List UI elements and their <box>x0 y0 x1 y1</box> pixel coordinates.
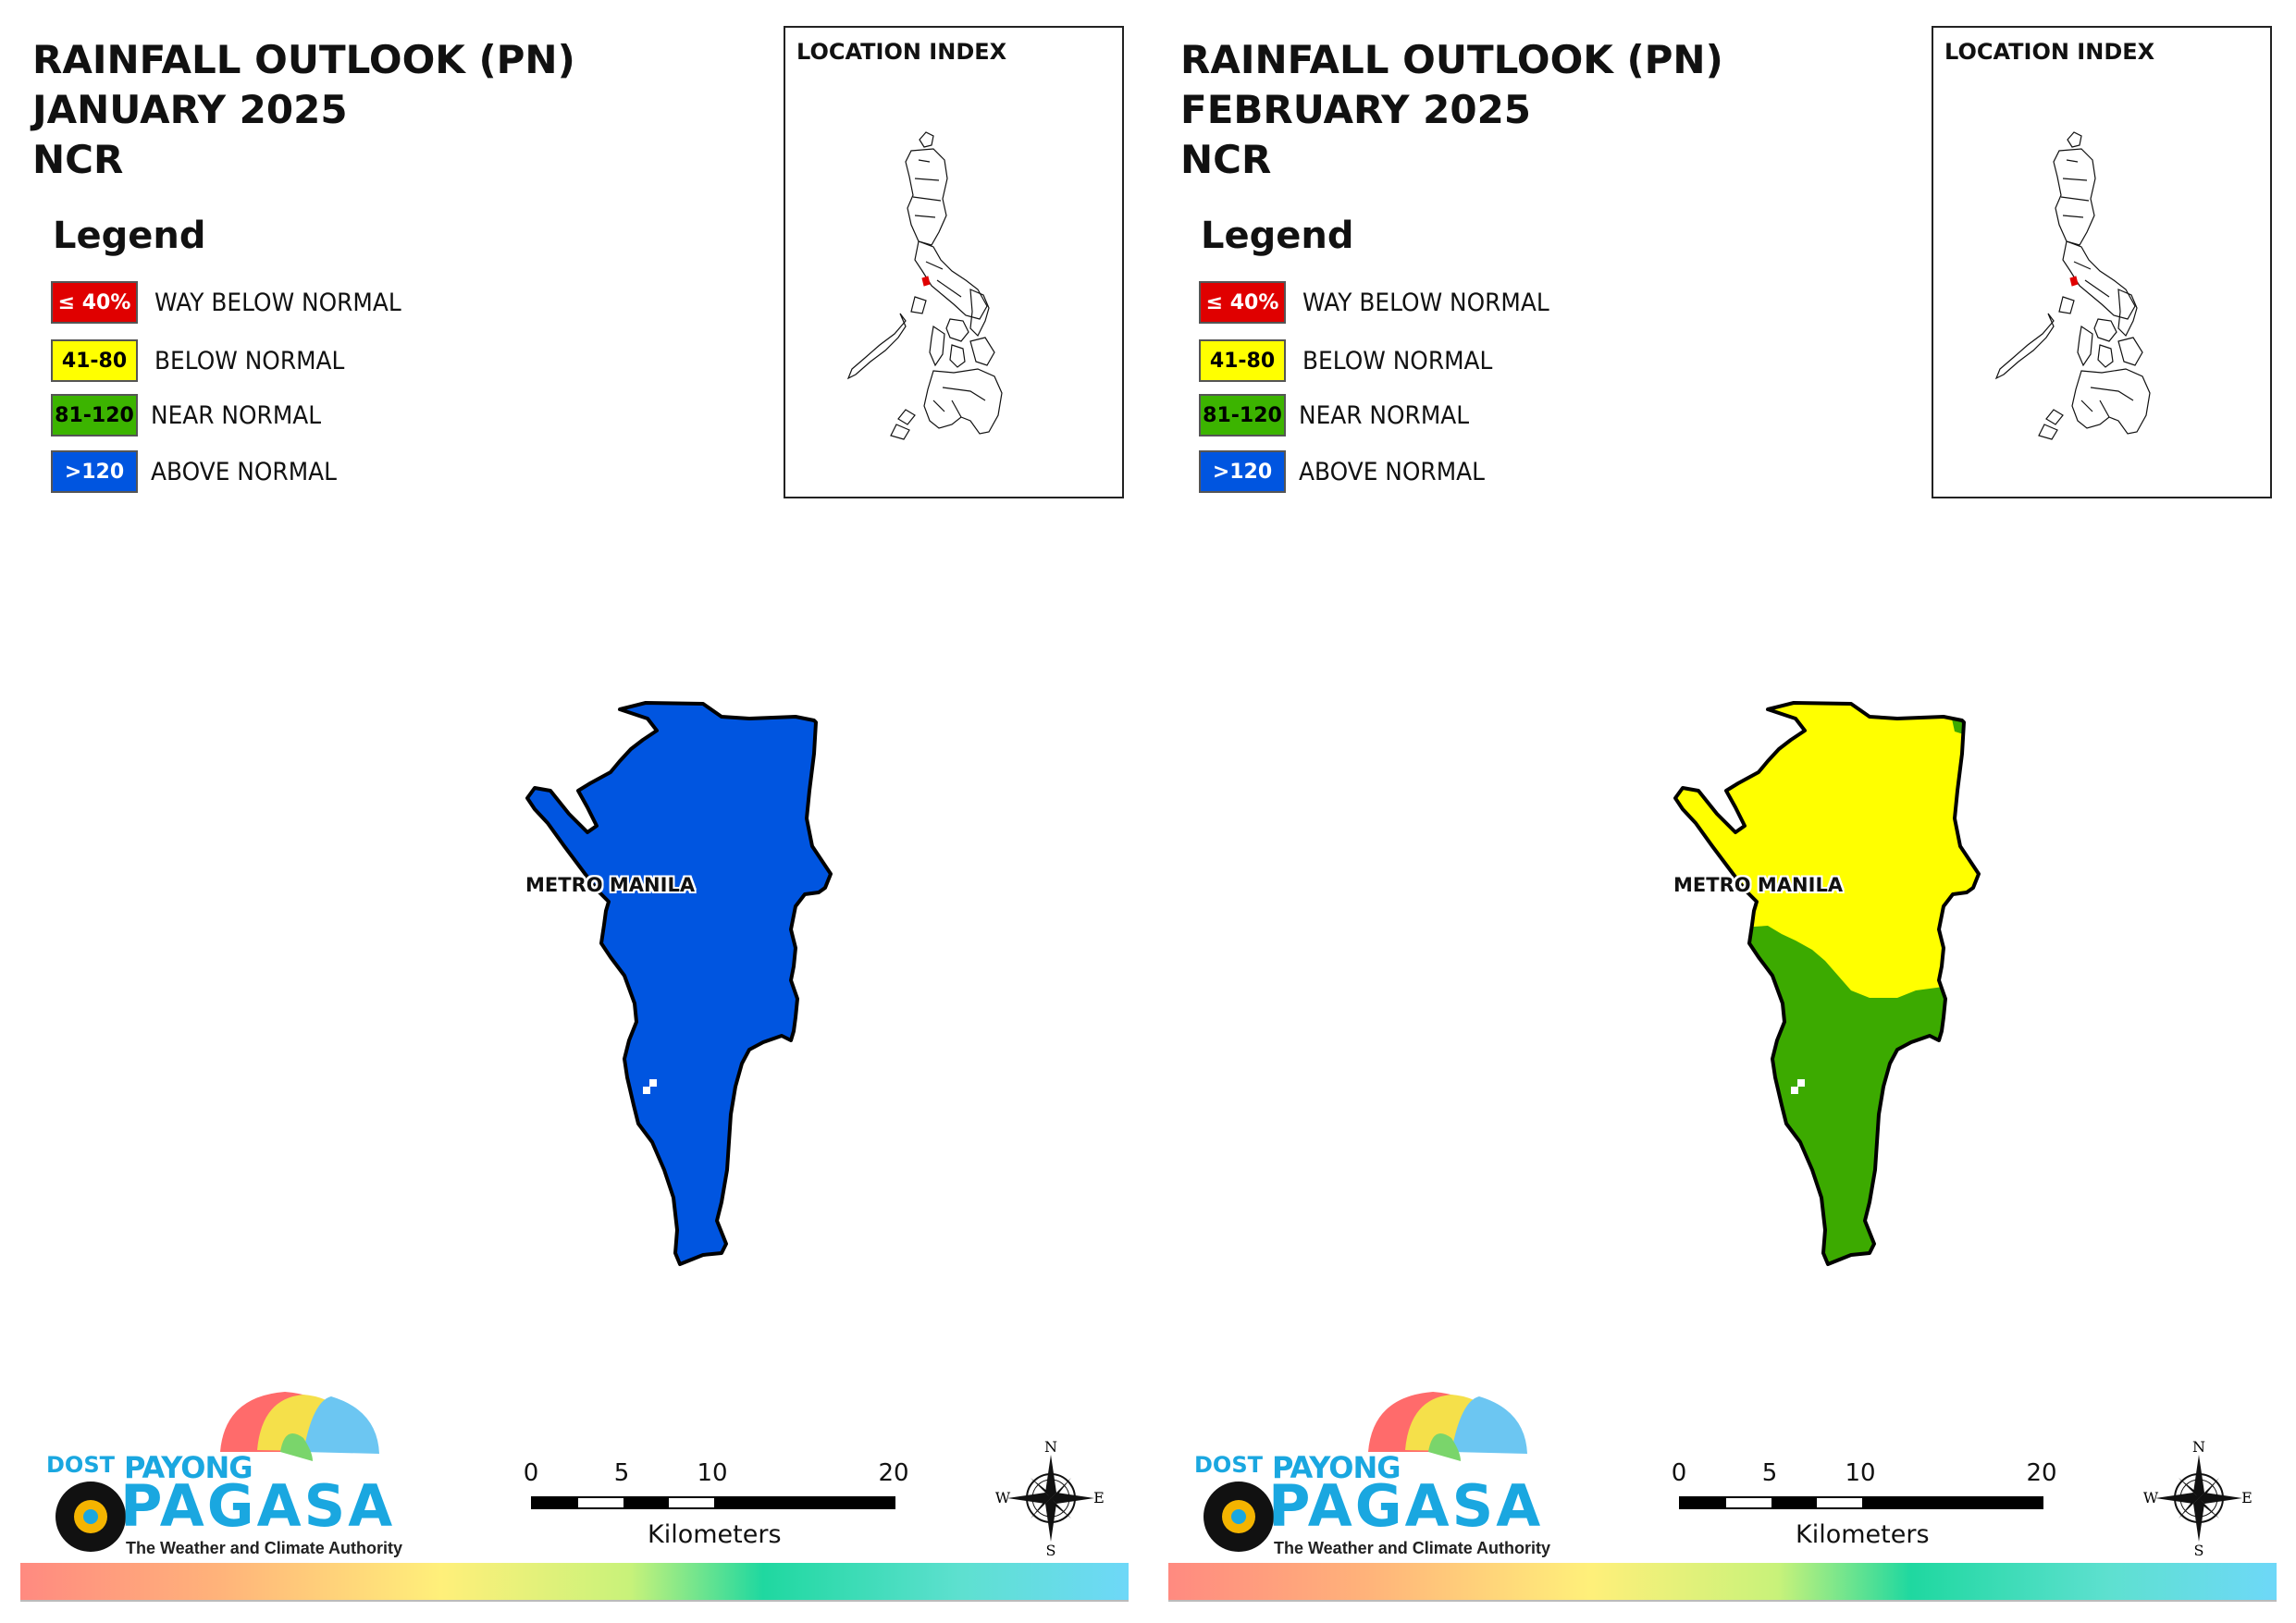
title-line-2: JANUARY 2025 <box>32 87 348 132</box>
panel-title: RAINFALL OUTLOOK (PN) JANUARY 2025 NCR <box>32 35 575 185</box>
location-index-box: LOCATION INDEX <box>1932 26 2272 498</box>
pagasa-text: PAGASA <box>1268 1472 1544 1540</box>
footer-line <box>1168 1600 2277 1602</box>
scale-bar-graphic <box>1679 1496 2043 1509</box>
legend-label: WAY BELOW NORMAL <box>154 289 401 317</box>
dost-text: DOST <box>1194 1452 1263 1478</box>
title-line-1: RAINFALL OUTLOOK (PN) <box>1180 37 1723 82</box>
pagasa-logo: DOST PAYONG PAGASA The Weather and Clima… <box>1183 1387 1550 1563</box>
location-index-title: LOCATION INDEX <box>1944 39 2155 65</box>
compass-s: S <box>1046 1542 1056 1558</box>
legend-swatch: >120 <box>1199 450 1286 493</box>
title-line-3: NCR <box>1180 137 1272 182</box>
data-gap <box>649 1079 657 1087</box>
outlook-panel-january: RAINFALL OUTLOOK (PN) JANUARY 2025 NCR L… <box>20 26 1129 1602</box>
scale-bar: 0 5 10 20 Kilometers <box>523 1459 916 1561</box>
compass-n: N <box>2192 1438 2205 1456</box>
scale-tick-0: 0 <box>523 1459 539 1487</box>
scale-tick-10: 10 <box>697 1459 728 1487</box>
legend-swatch: 41-80 <box>51 339 138 382</box>
scale-tick-10: 10 <box>1845 1459 1876 1487</box>
scale-bar-graphic <box>531 1496 895 1509</box>
title-line-3: NCR <box>32 137 124 182</box>
legend-swatch: 81-120 <box>1199 394 1286 436</box>
compass-rose-icon: N E S W <box>2143 1438 2253 1558</box>
umbrella-icon <box>56 1392 379 1552</box>
payong-text: PAYONG <box>1272 1450 1401 1485</box>
title-line-1: RAINFALL OUTLOOK (PN) <box>32 37 575 82</box>
legend-label: ABOVE NORMAL <box>1299 458 1485 486</box>
compass-s: S <box>2194 1542 2204 1558</box>
umbrella-icon <box>1204 1392 1527 1552</box>
legend-label: NEAR NORMAL <box>151 401 322 430</box>
scale-tick-5: 5 <box>1761 1459 1778 1487</box>
data-gap <box>1797 1079 1805 1087</box>
legend-label: BELOW NORMAL <box>154 347 345 375</box>
footer-gradient-bar <box>20 1563 1129 1600</box>
legend-label: BELOW NORMAL <box>1302 347 1493 375</box>
legend-label: ABOVE NORMAL <box>151 458 337 486</box>
panel-title: RAINFALL OUTLOOK (PN) FEBRUARY 2025 NCR <box>1180 35 1723 185</box>
legend-swatch: 41-80 <box>1199 339 1286 382</box>
scale-tick-5: 5 <box>613 1459 630 1487</box>
payong-text: PAYONG <box>124 1450 253 1485</box>
compass-w: W <box>2143 1489 2159 1506</box>
scale-tick-0: 0 <box>1671 1459 1687 1487</box>
legend-swatch: 81-120 <box>51 394 138 436</box>
ncr-outlook-map <box>1673 701 1981 1266</box>
data-gap <box>1791 1087 1798 1094</box>
dost-text: DOST <box>46 1452 115 1478</box>
legend-swatch: ≤ 40% <box>51 281 138 324</box>
tagline-text: The Weather and Climate Authority <box>126 1539 403 1557</box>
data-gap <box>643 1087 650 1094</box>
ncr-marker <box>921 276 931 287</box>
ncr-outlook-map <box>525 701 833 1266</box>
legend-swatch: ≤ 40% <box>1199 281 1286 324</box>
legend-title: Legend <box>53 215 206 257</box>
ncr-marker <box>2069 276 2079 287</box>
compass-e: E <box>2241 1489 2253 1506</box>
title-line-2: FEBRUARY 2025 <box>1180 87 1532 132</box>
location-index-box: LOCATION INDEX <box>784 26 1124 498</box>
compass-w: W <box>995 1489 1011 1506</box>
legend-swatch: >120 <box>51 450 138 493</box>
pagasa-logo: DOST PAYONG PAGASA The Weather and Clima… <box>35 1387 402 1563</box>
scale-tick-20: 20 <box>2026 1459 2057 1487</box>
location-index-title: LOCATION INDEX <box>796 39 1007 65</box>
pagasa-text: PAGASA <box>120 1472 396 1540</box>
philippines-index-map <box>847 131 1003 440</box>
legend-label: NEAR NORMAL <box>1299 401 1470 430</box>
compass-n: N <box>1044 1438 1057 1456</box>
outlook-panel-february: RAINFALL OUTLOOK (PN) FEBRUARY 2025 NCR … <box>1148 0 2296 1623</box>
region-label: METRO MANILA <box>1673 874 1844 896</box>
compass-e: E <box>1093 1489 1105 1506</box>
compass-rose-icon: N E S W <box>995 1438 1105 1558</box>
footer-line <box>20 1600 1129 1602</box>
scale-bar: 0 5 10 20 Kilometers <box>1671 1459 2064 1561</box>
region-label: METRO MANILA <box>525 874 696 896</box>
philippines-index-map <box>1995 131 2151 440</box>
legend-label: WAY BELOW NORMAL <box>1302 289 1549 317</box>
scale-unit: Kilometers <box>1796 1520 1930 1549</box>
footer-gradient-bar <box>1168 1563 2277 1600</box>
scale-unit: Kilometers <box>648 1520 782 1549</box>
scale-tick-20: 20 <box>878 1459 909 1487</box>
legend-title: Legend <box>1201 215 1354 257</box>
tagline-text: The Weather and Climate Authority <box>1274 1539 1551 1557</box>
